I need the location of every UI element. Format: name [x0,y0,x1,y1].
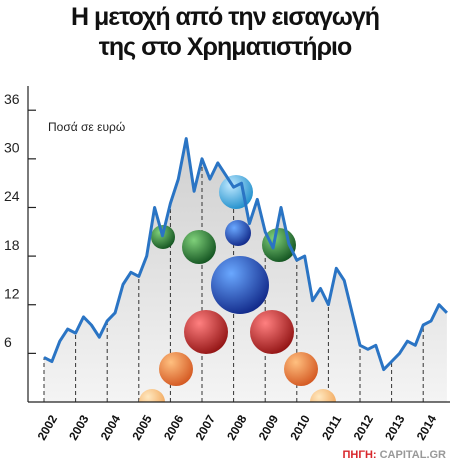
sphere [219,175,253,209]
y-tick-label: 30 [4,140,20,156]
sphere [225,220,251,246]
sphere [211,256,269,314]
x-tick-label: 2009 [256,412,282,442]
x-tick-label: 2007 [193,412,219,442]
sphere [184,310,228,354]
x-tick-label: 2013 [382,412,408,442]
y-tick-label: 6 [4,334,12,350]
source: ΠΗΓΗ: CAPITAL.GR [342,449,446,461]
line [43,137,448,372]
y-axis-label: Ποσά σε ευρώ [48,120,125,134]
y-tick-label: 24 [4,188,20,204]
source-label: ΠΗΓΗ: [342,449,376,461]
x-tick-label: 2005 [129,412,155,442]
sphere [310,389,336,402]
x-tick-label: 2008 [224,412,250,442]
x-tick-label: 2004 [98,412,124,442]
chart-title: Η μετοχή από την εισαγωγή της στο Χρηματ… [70,3,380,61]
x-tick-label: 2010 [287,412,313,442]
y-tick-label: 36 [4,91,20,107]
source-name: CAPITAL.GR [380,449,446,461]
sphere [139,389,165,402]
sphere [284,352,318,386]
x-tick-label: 2011 [319,413,344,443]
x-tick-label: 2002 [35,412,61,442]
sphere [182,230,216,264]
x-tick-label: 2003 [66,412,92,442]
decorative-spheres [139,175,336,402]
x-tick-label: 2006 [161,412,187,442]
sphere [250,310,294,354]
x-tick-label: 2012 [351,412,377,442]
x-tick-label: 2014 [414,412,440,442]
y-tick-label: 12 [4,285,20,301]
y-tick-label: 18 [4,237,20,253]
sphere [159,352,193,386]
